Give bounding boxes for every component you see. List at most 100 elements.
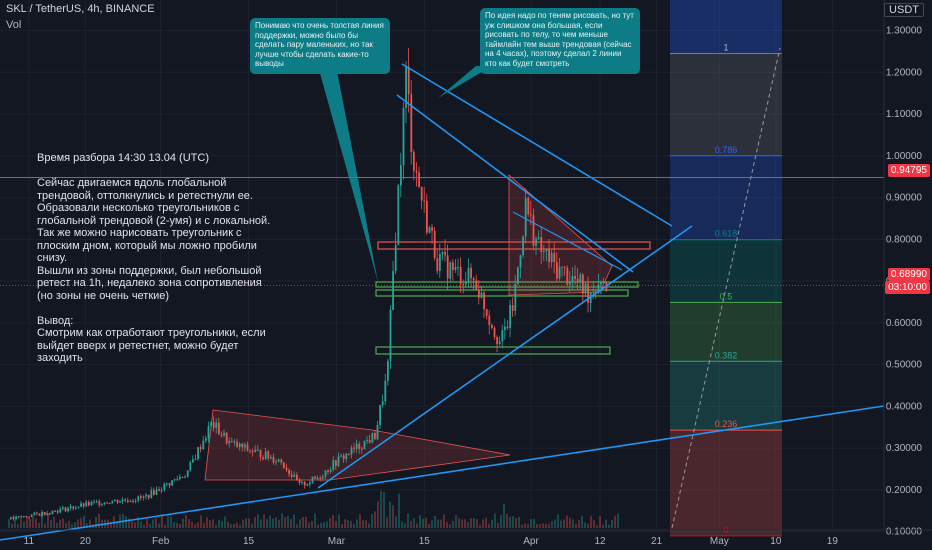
currency-button[interactable]: USDT xyxy=(884,3,924,17)
candle-body xyxy=(509,305,511,328)
volume-bar xyxy=(212,519,214,528)
volume-bar xyxy=(167,516,169,528)
candle-body xyxy=(519,255,522,268)
candle-body xyxy=(153,490,155,495)
volume-bar xyxy=(479,524,481,528)
candle-body xyxy=(329,469,332,472)
candle-body xyxy=(10,517,12,520)
volume-bar xyxy=(86,523,88,528)
volume-bar xyxy=(389,501,391,528)
candle-body xyxy=(563,266,566,269)
candle-body xyxy=(405,66,407,109)
candle-body xyxy=(446,255,449,279)
candle-body xyxy=(160,490,163,492)
candle-body xyxy=(587,283,589,304)
candle-body xyxy=(324,470,327,477)
volume-bar xyxy=(317,524,319,528)
candle-body xyxy=(275,461,277,463)
candle-body xyxy=(498,341,501,345)
volume-bar xyxy=(428,523,430,528)
volume-bar xyxy=(161,514,163,528)
volume-bar xyxy=(503,503,505,528)
volume-bar xyxy=(305,516,307,528)
volume-bar xyxy=(461,519,463,528)
candle-body xyxy=(114,499,116,502)
candle-body xyxy=(413,152,415,171)
volume-bar xyxy=(296,524,298,528)
candle-body xyxy=(59,508,62,513)
candle-body xyxy=(119,501,121,503)
upper-trendline-body xyxy=(396,94,634,273)
candle-body xyxy=(441,251,444,255)
candle-body xyxy=(93,501,95,503)
x-tick-label-3: 15 xyxy=(243,536,255,547)
fib-label-4: 0.382 xyxy=(715,350,738,360)
candle-body xyxy=(332,460,335,470)
volume-bar xyxy=(542,523,544,528)
volume-bar xyxy=(257,514,259,528)
volume-bar xyxy=(413,518,415,528)
candle-body xyxy=(231,441,233,443)
candle-body xyxy=(75,507,77,509)
volume-bar xyxy=(263,514,265,528)
candle-body xyxy=(192,459,194,463)
candle-body xyxy=(82,503,85,507)
candle-body xyxy=(478,289,480,298)
candle-body xyxy=(540,237,543,252)
volume-bar xyxy=(47,513,49,528)
candle-body xyxy=(64,507,67,512)
candle-body xyxy=(202,440,205,450)
volume-bar xyxy=(395,516,397,528)
candle-body xyxy=(173,479,176,481)
candle-body xyxy=(238,443,241,447)
candle-body xyxy=(452,262,454,270)
candle-body xyxy=(197,447,199,459)
volume-bar xyxy=(464,519,466,528)
fib-label-0: 1 xyxy=(723,42,728,52)
fib-zone-4 xyxy=(670,361,782,431)
candle-body xyxy=(553,253,556,263)
candle-body xyxy=(205,438,207,441)
candle-body xyxy=(600,282,602,285)
volume-bar xyxy=(374,511,376,528)
candle-body xyxy=(98,501,101,505)
callout-note-trendline[interactable]: По идея надо по теням рисовать, но тут у… xyxy=(480,8,640,74)
candle-body xyxy=(472,278,475,281)
candle-body xyxy=(597,284,600,293)
volume-bar xyxy=(146,517,148,528)
volume-bar xyxy=(236,522,238,528)
volume-bar xyxy=(470,518,472,528)
candle-body xyxy=(454,266,457,270)
volume-bar xyxy=(452,520,454,528)
volume-bar xyxy=(179,524,181,528)
volume-bar xyxy=(386,517,388,528)
callout-note-support[interactable]: Понимаю что очень толстая линия поддержк… xyxy=(250,18,390,74)
volume-bar xyxy=(164,524,166,528)
volume-bar xyxy=(59,519,61,528)
candle-body xyxy=(327,470,329,472)
candle-body xyxy=(30,514,33,517)
candle-body xyxy=(501,330,504,342)
candle-body xyxy=(439,254,441,271)
candle-body xyxy=(467,267,470,283)
candle-body xyxy=(15,516,17,520)
volume-bar xyxy=(383,492,385,528)
candle-body xyxy=(186,470,189,477)
candle-body xyxy=(389,309,392,361)
candle-body xyxy=(475,280,478,290)
symbol-title: SKL / TetherUS, 4h, BINANCE xyxy=(6,3,155,15)
candle-body xyxy=(212,422,215,428)
volume-bar xyxy=(41,513,43,528)
candle-body xyxy=(80,503,82,507)
candle-body xyxy=(259,449,262,458)
volume-bar xyxy=(434,515,436,528)
candle-body xyxy=(145,494,147,497)
volume-bar xyxy=(23,521,25,528)
candle-body xyxy=(493,327,496,338)
y-tick-label-2: 1.10000 xyxy=(886,109,923,120)
candle-body xyxy=(457,266,459,268)
volume-bar xyxy=(191,521,193,528)
candle-body xyxy=(314,476,316,479)
volume-bar xyxy=(209,520,211,528)
